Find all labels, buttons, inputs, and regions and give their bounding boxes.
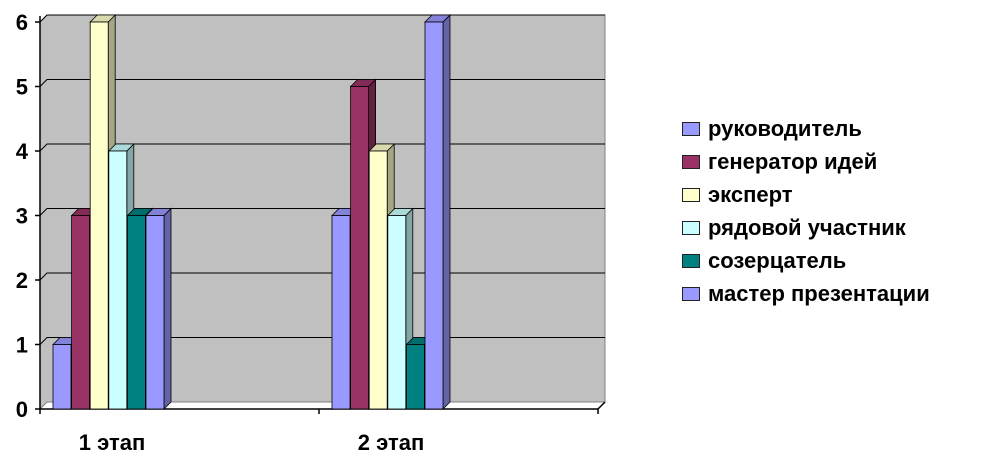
gridline	[39, 143, 605, 152]
bar	[52, 344, 72, 410]
legend-swatch	[682, 187, 700, 202]
legend-item: эксперт	[682, 178, 930, 211]
y-tick-label: 6	[16, 10, 28, 35]
x-tick-label: 2 этап	[358, 430, 425, 454]
legend-label: генератор идей	[708, 148, 878, 174]
legend-item: мастер презентации	[682, 277, 930, 310]
gridline	[39, 14, 605, 23]
gridline	[39, 272, 605, 281]
legend-label: рядовой участник	[708, 214, 906, 240]
y-tick-label: 2	[16, 268, 28, 293]
legend-swatch	[682, 154, 700, 169]
legend-swatch	[682, 253, 700, 268]
bar-side	[442, 14, 451, 410]
y-tick-label: 5	[16, 75, 28, 100]
legend-item: руководитель	[682, 112, 930, 145]
legend-label: эксперт	[708, 181, 793, 207]
legend-swatch	[682, 220, 700, 235]
bar	[145, 215, 165, 410]
legend-item: созерцатель	[682, 244, 930, 277]
bar	[350, 86, 370, 410]
bar	[405, 344, 425, 410]
legend-label: созерцатель	[708, 247, 847, 273]
y-tick-label: 1	[16, 333, 28, 358]
y-tick-label: 4	[16, 139, 29, 164]
x-axis-line	[597, 401, 606, 410]
legend-label: мастер презентации	[708, 280, 930, 306]
y-tick-label: 0	[16, 397, 28, 422]
bar	[368, 150, 388, 410]
gridline	[39, 208, 605, 216]
bar	[331, 215, 351, 410]
legend-label: руководитель	[708, 115, 862, 141]
bar	[387, 215, 407, 410]
gridline	[39, 79, 605, 87]
bar	[127, 215, 146, 410]
bar-side	[163, 207, 172, 410]
x-tick-label: 1 этап	[79, 430, 146, 454]
legend-item: рядовой участник	[682, 211, 930, 244]
y-tick-label: 3	[16, 204, 28, 229]
bar	[424, 21, 444, 410]
legend-swatch	[682, 121, 700, 136]
bar	[108, 150, 128, 410]
bar	[89, 21, 109, 410]
bar	[71, 215, 90, 410]
legend: руководитель генератор идей эксперт рядо…	[682, 112, 930, 310]
legend-item: генератор идей	[682, 145, 930, 178]
legend-swatch	[682, 286, 700, 301]
